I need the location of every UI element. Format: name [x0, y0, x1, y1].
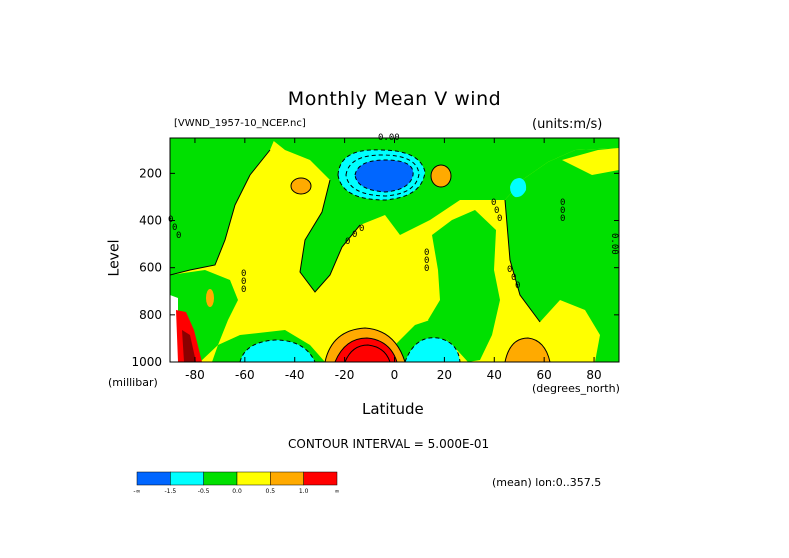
zero-marker: 0: [241, 277, 246, 287]
field-cyan-small: [510, 178, 527, 198]
colorbar-swatch: [303, 471, 338, 486]
x-tick-label: 20: [437, 368, 452, 382]
field-white-left-edge: [170, 295, 178, 362]
dataset-label: [VWND_1957-10_NCEP.nc]: [174, 118, 306, 129]
zero-marker: 0: [560, 198, 565, 208]
colorbar-swatch: [270, 471, 304, 486]
zero-marker: 0: [176, 231, 181, 241]
field-red-bottom-center: [335, 338, 397, 362]
field-green-mid-column: [428, 210, 500, 362]
colorbar-label: 0.0: [232, 488, 242, 495]
colorbar-swatch: [136, 471, 171, 486]
x-tick-label: 40: [487, 368, 502, 382]
zero-marker: 0: [494, 206, 499, 216]
field-yellow-top-right: [562, 148, 619, 175]
x-tick-label: -20: [335, 368, 355, 382]
units-label: (units:m/s): [532, 117, 603, 132]
colorbar-swatch: [170, 471, 204, 486]
zero-marker: 0: [168, 215, 173, 225]
zero-marker: 0: [560, 214, 565, 224]
x-tick-label: -40: [285, 368, 305, 382]
zero-marker: 0: [241, 269, 246, 279]
x-tick-label: 80: [586, 368, 601, 382]
chart-title: Monthly Mean V wind: [287, 88, 502, 110]
contour-interval-text: CONTOUR INTERVAL = 5.000E-01: [288, 437, 490, 451]
zero-marker: 0: [515, 281, 520, 291]
x-tick-label: -80: [185, 368, 205, 382]
zero-marker: 0: [491, 198, 496, 208]
x-axis-label: Latitude: [362, 400, 424, 418]
zero-marker: 0: [359, 224, 364, 234]
field-orange-bottom-right: [505, 338, 550, 362]
field-green-left: [170, 138, 275, 275]
colorbar-label: -∞: [133, 488, 140, 495]
colorbar-label: -1.5: [164, 488, 176, 495]
field-blue-upper: [355, 160, 414, 192]
y-tick-label: 200: [139, 166, 162, 180]
x-axis: -80 -60 -40 -20 0 20 40 60 80: [185, 138, 602, 382]
zero-marker: 0: [424, 264, 429, 274]
zero-marker: 0: [424, 248, 429, 258]
colorbar-label: 0.5: [266, 488, 276, 495]
zero-marker: 0: [507, 265, 512, 275]
field-green-right: [505, 148, 619, 362]
zero-marker: 0: [424, 256, 429, 266]
x-tick-label: 60: [537, 368, 552, 382]
x-axis-units: (degrees_north): [532, 382, 620, 395]
zero-marker: 0: [560, 206, 565, 216]
colorbar-label: 1.0: [299, 488, 309, 495]
y-tick-label: 800: [139, 308, 162, 322]
field-orange-blob-a: [291, 178, 311, 194]
colorbar-swatch: [203, 471, 238, 486]
y-axis: 200 400 600 800 1000: [131, 166, 619, 369]
field-orange-blob-c: [206, 289, 214, 307]
field-cyan-bottom-mid: [405, 337, 460, 362]
y-axis-units: (millibar): [108, 376, 158, 389]
zero-marker: 0: [172, 223, 177, 233]
colorbar-swatch: [236, 471, 271, 486]
field-orange-blob-b: [431, 165, 451, 187]
zero-marker: 0: [352, 230, 357, 240]
contour-label-right: 0.00: [609, 233, 619, 255]
colorbar-end-label: ∞: [335, 488, 340, 495]
zero-marker: 0: [511, 273, 516, 283]
y-tick-label: 1000: [131, 355, 162, 369]
y-tick-label: 400: [139, 214, 162, 228]
field-darkred-left-edge: [182, 330, 196, 362]
zero-marker: 0: [241, 285, 246, 295]
mean-longitude-text: (mean) lon:0..357.5: [492, 476, 602, 489]
contour-lines: [170, 149, 551, 362]
zero-marker: 0: [345, 237, 350, 247]
zero-marker: 0: [497, 214, 502, 224]
x-tick-label: 0: [391, 368, 399, 382]
field-cyan-bottom-left: [240, 340, 315, 362]
contour-zero-markers: 0 0 0 0 0 0 0 0 0 0 0 0 0 0 0 0 0 0 0 0 …: [168, 198, 565, 295]
y-tick-label: 600: [139, 261, 162, 275]
colorbar-label: -0.5: [198, 488, 210, 495]
field-yellow-right-patch: [540, 300, 600, 362]
colorbar: -∞ -1.5 -0.5 0.0 0.5 1.0 ∞: [133, 471, 340, 495]
contour-field: [170, 138, 619, 362]
x-tick-label: -60: [235, 368, 255, 382]
